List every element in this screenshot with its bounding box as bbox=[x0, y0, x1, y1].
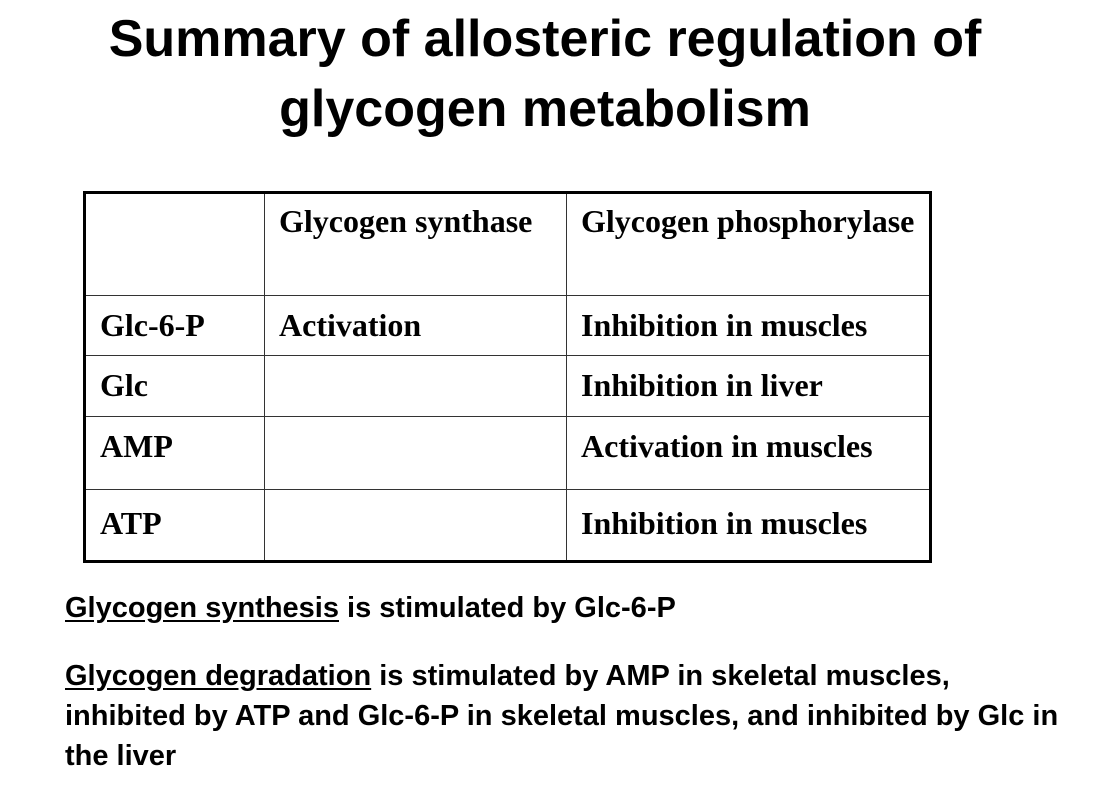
table-cell: Activation bbox=[264, 295, 567, 356]
table-cell bbox=[264, 416, 567, 490]
notes: Glycogen synthesis is stimulated by Glc-… bbox=[65, 588, 1065, 804]
note-text: is stimulated by Glc-6-P bbox=[339, 592, 676, 624]
header-cell: Glycogen synthase bbox=[264, 192, 567, 296]
table-cell: Glc bbox=[84, 355, 265, 417]
header-cell: Glycogen phosphorylase bbox=[566, 192, 931, 296]
table-cell: Inhibition in muscles bbox=[566, 295, 931, 356]
table-cell: Inhibition in liver bbox=[566, 355, 931, 417]
table-row: AMP Activation in muscles bbox=[84, 416, 931, 490]
table-cell bbox=[264, 489, 567, 562]
note-term: Glycogen degradation bbox=[65, 660, 372, 692]
header-cell bbox=[84, 192, 265, 296]
table-cell: Activation in muscles bbox=[566, 416, 931, 490]
slide-title: Summary of allosteric regulation of glyc… bbox=[108, 10, 982, 138]
table-cell: AMP bbox=[84, 416, 265, 490]
note-degradation: Glycogen degradation is stimulated by AM… bbox=[65, 656, 1065, 776]
table-header-row: Glycogen synthase Glycogen phosphorylase bbox=[84, 192, 931, 296]
note-text: is stimulated by AMP in skeletal muscles… bbox=[65, 660, 1059, 772]
table-cell: Glc-6-P bbox=[84, 295, 265, 356]
table-row: ATP Inhibition in muscles bbox=[84, 489, 931, 562]
regulation-table: Glycogen synthase Glycogen phosphorylase… bbox=[83, 191, 932, 563]
note-term: Glycogen synthesis bbox=[65, 592, 339, 624]
table-row: Glc-6-P Activation Inhibition in muscles bbox=[84, 295, 931, 356]
note-synthesis: Glycogen synthesis is stimulated by Glc-… bbox=[65, 588, 1065, 628]
table-row: Glc Inhibition in liver bbox=[84, 355, 931, 417]
table-cell bbox=[264, 355, 567, 417]
table-cell: Inhibition in muscles bbox=[566, 489, 931, 562]
table-cell: ATP bbox=[84, 489, 265, 562]
